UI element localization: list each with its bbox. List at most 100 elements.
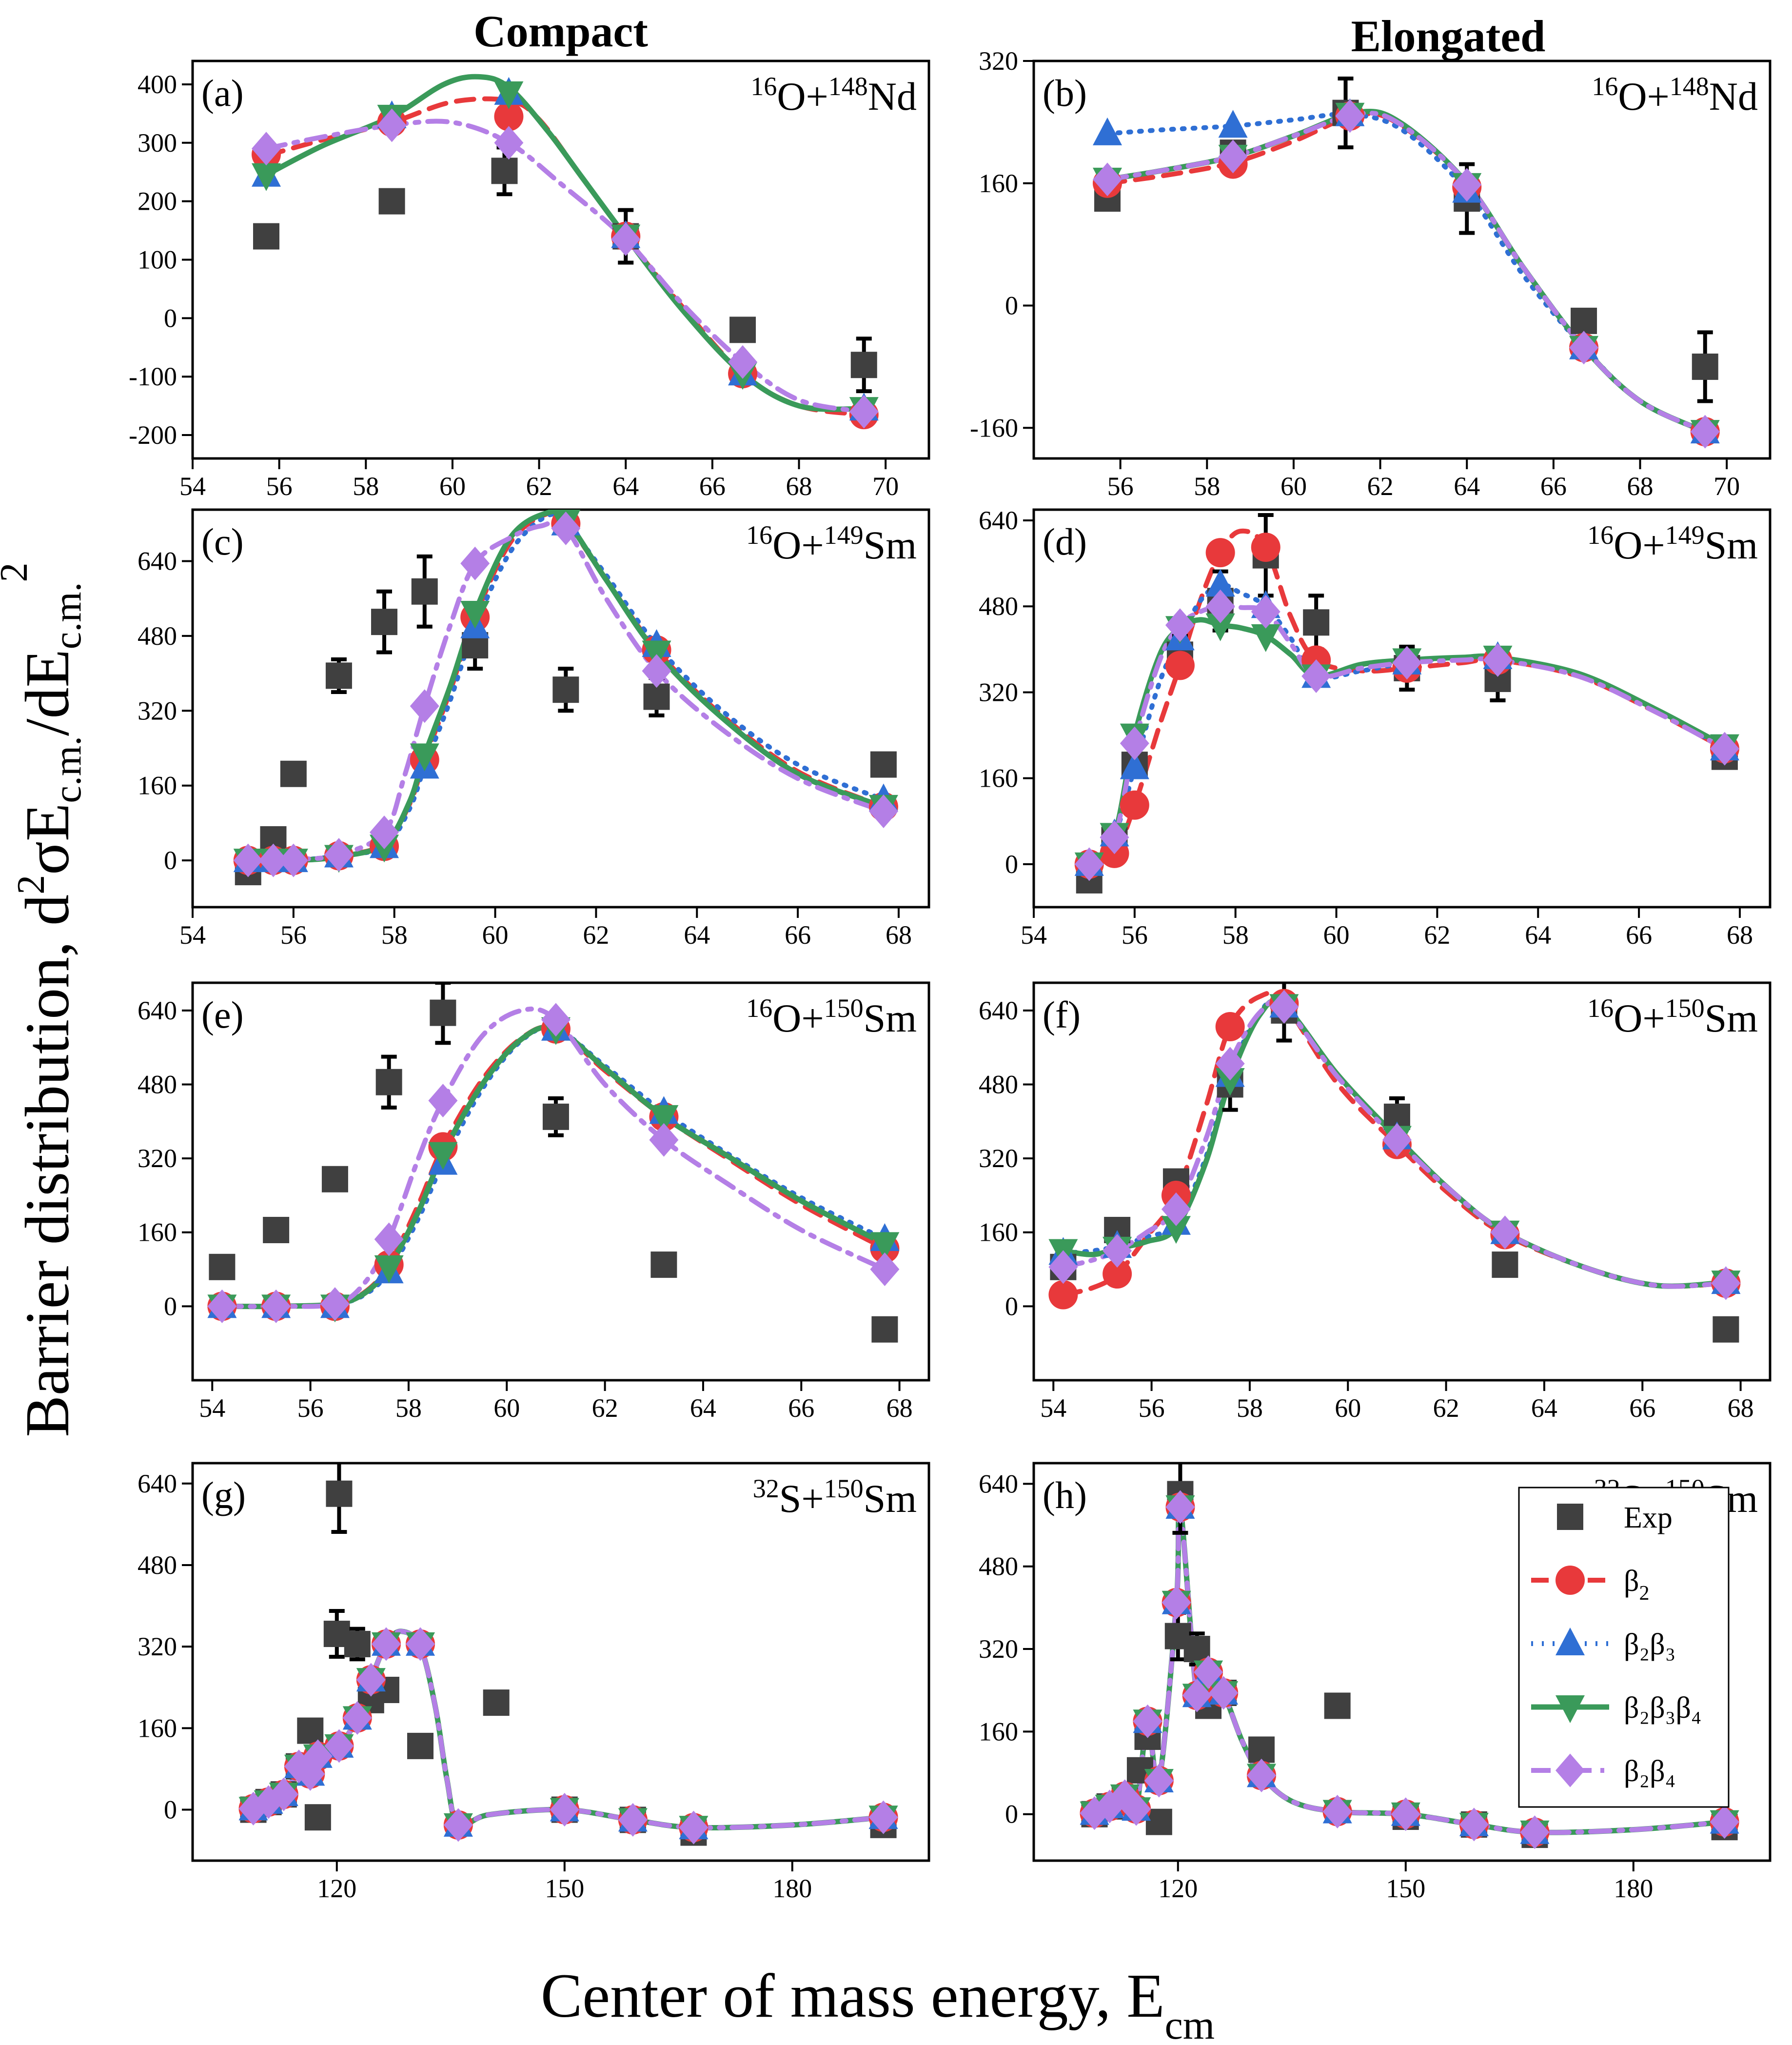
- legend-marker-b2: [1556, 1566, 1585, 1595]
- panel-label: (a): [201, 72, 244, 114]
- x-tick-label: 66: [788, 1393, 814, 1423]
- y-tick-label: 0: [1005, 1291, 1018, 1321]
- x-tick-label: 120: [317, 1874, 356, 1903]
- y-tick-label: 0: [1005, 291, 1018, 320]
- exp-point: [1324, 1692, 1351, 1719]
- x-tick-label: 62: [526, 472, 552, 501]
- reaction-mass-2: 148: [1670, 72, 1709, 101]
- panel-c: 54 56 58 60 62 64 66 68 0 160 320 480 640 (c) 16O+149S…: [138, 508, 930, 950]
- exp-point: [430, 999, 456, 1026]
- y-tick-label: -100: [129, 362, 177, 391]
- exp-point: [1303, 609, 1330, 636]
- point-b2b4: [642, 654, 671, 688]
- x-tick-label: 56: [280, 920, 307, 950]
- plot-area: [1093, 77, 1720, 449]
- exp-point: [483, 1689, 510, 1716]
- point-b2b4: [1161, 1192, 1191, 1226]
- x-tick-label: 64: [1525, 920, 1551, 950]
- point-b2b3b4: [494, 81, 524, 109]
- exp-point: [411, 578, 438, 605]
- reaction-label: 16O+149Sm: [1587, 520, 1758, 567]
- y-tick-label: 480: [979, 592, 1018, 621]
- point-b2b4: [1710, 732, 1739, 766]
- x-tick-label: 58: [1237, 1393, 1263, 1423]
- reaction-element-2: Sm: [1705, 523, 1758, 567]
- point-b2b4: [258, 843, 288, 877]
- reaction-mass-1: 32: [753, 1474, 779, 1503]
- plot-area: [252, 74, 879, 430]
- point-b2b4: [1194, 1655, 1223, 1689]
- panel-b: 56 58 60 62 64 66 68 70 -160 0 160 320 (b) 16O+148Nd: [970, 46, 1772, 501]
- y-tick-label: 320: [979, 1144, 1018, 1173]
- series-line-b2b4: [1086, 603, 1727, 867]
- point-b2b3b4: [374, 1255, 404, 1283]
- point-b2b4: [541, 1003, 571, 1037]
- plot-area: [238, 1463, 898, 1846]
- plot-area: [207, 983, 900, 1343]
- y-tick-label: 320: [979, 1634, 1018, 1664]
- x-tick-label: 58: [1194, 472, 1220, 501]
- x-tick-label: 60: [493, 1393, 520, 1423]
- x-axis-title: Center of mass energy, Ecm: [541, 1961, 1215, 2045]
- y-tick-label: 160: [138, 1713, 177, 1743]
- series-line-b2: [264, 96, 866, 417]
- exp-point: [263, 1217, 290, 1244]
- series-line-b2b3b4: [219, 1024, 887, 1310]
- point-b2b4: [278, 843, 308, 877]
- point-b2b4: [1048, 1250, 1078, 1284]
- point-b2b4: [377, 108, 407, 142]
- point-b2b4: [1093, 162, 1122, 197]
- reaction-mass-1: 16: [1587, 993, 1614, 1023]
- y-tick-label: 160: [979, 169, 1018, 198]
- point-b2b4: [1459, 1807, 1489, 1842]
- point-b2b3: [1205, 569, 1235, 597]
- point-b2b4: [460, 546, 490, 580]
- point-b2b4: [1269, 990, 1299, 1024]
- legend-label-text: β: [1624, 1565, 1639, 1598]
- point-b2b4: [261, 1289, 291, 1323]
- point-b2b4: [356, 1663, 386, 1697]
- exp-point: [280, 760, 307, 787]
- exp-point: [304, 1804, 331, 1831]
- point-b2b4: [870, 1252, 900, 1287]
- x-tick-label: 58: [381, 920, 408, 950]
- reaction-mass-1: 16: [1587, 520, 1614, 550]
- y-tick-label: 200: [138, 187, 177, 216]
- legend-label-b2b3b4: β₂β₃β₄: [1624, 1691, 1701, 1725]
- x-tick-label: 180: [1614, 1874, 1653, 1903]
- point-b2b3: [1093, 117, 1122, 145]
- point-b2b4: [1182, 1678, 1212, 1712]
- legend-marker-exp: [1557, 1504, 1583, 1530]
- point-b2b4: [320, 1287, 350, 1321]
- legend: Exp β2 β₂β₃ β₂β₃β₄ β₂β₄: [1518, 1487, 1730, 1808]
- reaction-element-1: O+: [772, 523, 824, 567]
- x-tick-label: 68: [1627, 472, 1654, 501]
- point-b2b4: [1520, 1815, 1550, 1849]
- y-axis-title-sup: 2: [10, 875, 53, 894]
- point-b2: [1048, 1280, 1078, 1310]
- reaction-label: 16O+150Sm: [746, 993, 917, 1040]
- y-tick-label: 0: [164, 846, 177, 875]
- legend-label-b2: β2: [1624, 1565, 1650, 1605]
- exp-point: [297, 1717, 324, 1744]
- y-tick-label: 0: [164, 1291, 177, 1321]
- reaction-element-2: Sm: [864, 1476, 917, 1521]
- point-b2b3: [1120, 751, 1149, 779]
- point-b2b4: [374, 1222, 404, 1256]
- plot-frame: [1032, 1462, 1772, 1862]
- x-tick-label: 60: [1280, 472, 1307, 501]
- point-b2b4: [1144, 1764, 1174, 1798]
- exp-point: [1692, 353, 1718, 380]
- x-tick-label: 54: [179, 920, 206, 950]
- panel-d: 54 56 58 60 62 64 66 68 0 160 320 480 640 (d) 16O+149S…: [979, 506, 1772, 950]
- x-tick-label: 56: [1107, 472, 1134, 501]
- point-b2b4: [728, 345, 758, 379]
- point-b2b4: [849, 395, 879, 429]
- y-axis-title-rest: σE: [13, 803, 82, 875]
- y-tick-label: 640: [138, 1469, 177, 1498]
- point-b2b3b4: [1251, 624, 1280, 652]
- point-b2b4: [1074, 847, 1104, 881]
- y-tick-label: 480: [979, 1552, 1018, 1581]
